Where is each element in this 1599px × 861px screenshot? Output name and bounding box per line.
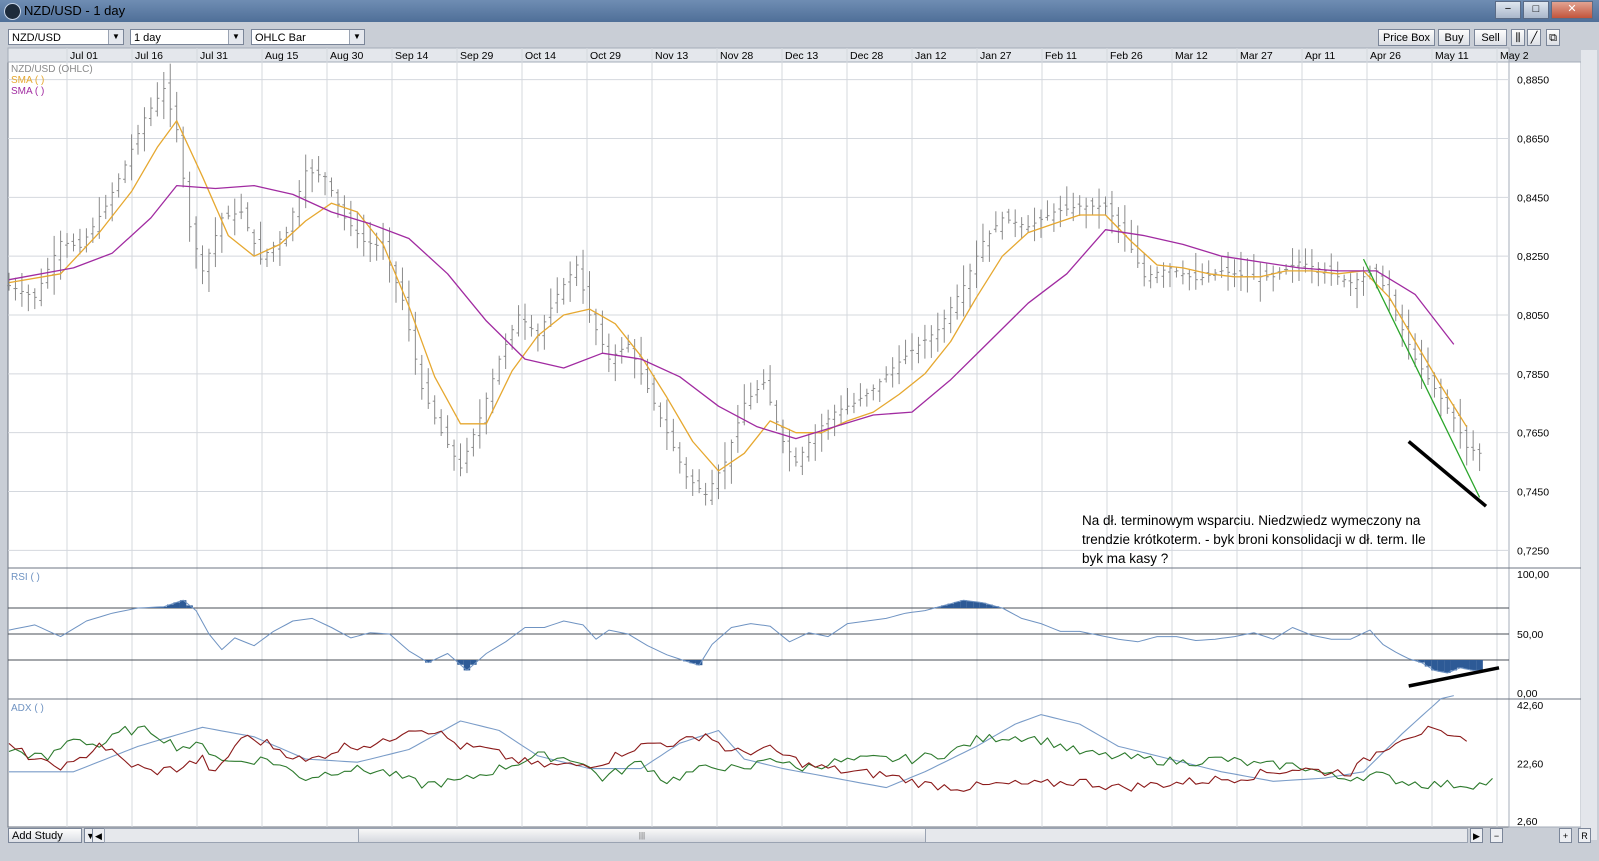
legend-entry: SMA ( )	[11, 75, 44, 86]
horizontal-scroll-thumb[interactable]: |||	[358, 829, 926, 842]
x-tick-label: Jan 12	[915, 50, 947, 62]
x-tick-label: Apr 26	[1370, 50, 1401, 62]
x-tick-label: Oct 14	[525, 50, 556, 62]
chevron-down-icon: ▼	[349, 30, 364, 44]
x-tick-label: Nov 28	[720, 50, 753, 62]
annotation-trendline	[1407, 440, 1488, 508]
y-tick-label: 2,60	[1517, 816, 1538, 828]
x-tick-label: Mar 27	[1240, 50, 1273, 62]
x-tick-label: Feb 11	[1045, 50, 1077, 62]
maximize-button[interactable]: □	[1523, 1, 1549, 19]
chart-area	[7, 47, 1510, 828]
x-tick-label: Dec 28	[850, 50, 883, 62]
scroll-right-icon[interactable]: ▶	[1470, 828, 1483, 843]
minimize-button[interactable]: −	[1495, 1, 1521, 19]
chevron-down-icon: ▼	[108, 30, 123, 44]
window-controls: − □ ✕	[1495, 1, 1593, 19]
annotation-line: Na dł. terminowym wsparciu. Niedzwiedz w…	[1082, 513, 1421, 528]
annotation-text: Na dł. terminowym wsparciu. Niedzwiedz w…	[1082, 511, 1472, 568]
x-tick-label: Oct 29	[590, 50, 621, 62]
annotation-line: byk ma kasy ?	[1082, 551, 1169, 566]
y-tick-label: 50,00	[1517, 629, 1543, 641]
rsi-panel: 100,00 50,00 0,00	[8, 569, 1549, 700]
bar-style-icon[interactable]: ⫼	[1511, 29, 1525, 46]
y-tick-label: 0,8050	[1517, 310, 1549, 322]
x-tick-label: Jul 16	[135, 50, 163, 62]
y-tick-label: 100,00	[1517, 569, 1549, 581]
trendline-green	[1362, 258, 1481, 498]
detach-window-icon[interactable]: ⧉	[1546, 29, 1560, 46]
sell-button[interactable]: Sell	[1474, 29, 1507, 46]
x-tick-label: May 2	[1500, 50, 1529, 62]
x-tick-label: May 11	[1435, 50, 1469, 62]
close-button[interactable]: ✕	[1551, 1, 1593, 19]
bottom-scrollbar-area: Add Study ▼ ◀ ||| ▶ − + R	[0, 827, 1599, 844]
zoom-in-icon[interactable]: +	[1559, 828, 1572, 843]
reset-zoom-button[interactable]: R	[1578, 828, 1591, 843]
x-axis: Jul 01 Jul 16 Jul 31 Aug 15 Aug 30 Sep 14 Sep …	[7, 47, 1529, 63]
adx-panel: 42,60 22,60 2,60	[8, 695, 1543, 828]
symbol-value: NZD/USD	[12, 32, 61, 44]
rsi-legend: RSI ( )	[11, 572, 40, 583]
chart-style-select[interactable]: OHLC Bar ▼	[251, 29, 365, 45]
y-tick-label: 0,7450	[1517, 487, 1549, 499]
y-tick-label: 0,7650	[1517, 428, 1549, 440]
y-tick-label: 0,7250	[1517, 545, 1549, 557]
sma-long-line	[8, 184, 1455, 440]
x-tick-label: Jul 01	[70, 50, 98, 62]
sma-short-line	[8, 120, 1468, 472]
legend-entry: SMA ( )	[11, 86, 44, 97]
legend-entry: NZD/USD (OHLC)	[11, 64, 93, 75]
draw-line-icon[interactable]: ╱	[1527, 29, 1541, 46]
adx-series-adx	[9, 695, 1454, 789]
vertical-scrollbar[interactable]	[1581, 50, 1597, 840]
rsi-line	[8, 599, 1480, 674]
symbol-select[interactable]: NZD/USD ▼	[8, 29, 124, 45]
zoom-out-icon[interactable]: −	[1490, 828, 1503, 843]
interval-value: 1 day	[134, 32, 161, 44]
window-titlebar: NZD/USD - 1 day − □ ✕	[0, 0, 1599, 22]
chevron-down-icon: ▼	[228, 30, 243, 44]
y-tick-label: 0,8250	[1517, 251, 1549, 263]
y-axis-band	[1508, 61, 1582, 828]
chart-toolbar: NZD/USD ▼ 1 day ▼ OHLC Bar ▼ Price Box B…	[0, 27, 1599, 47]
x-tick-label: Jul 31	[200, 50, 228, 62]
horizontal-scroll-track[interactable]: |||	[104, 828, 1468, 843]
x-tick-label: Aug 30	[330, 50, 363, 62]
y-tick-label: 0,8850	[1517, 75, 1549, 87]
adx-legend: ADX ( )	[11, 703, 44, 714]
price-panel: 0,8850 0,8650 0,8450 0,8250 0,8050 0,7850 0,76…	[7, 63, 1549, 557]
adx-series-di	[8, 725, 1468, 792]
y-tick-label: 0,00	[1517, 688, 1538, 700]
add-study-button[interactable]: Add Study	[8, 828, 82, 843]
y-tick-label: 0,7850	[1517, 369, 1549, 381]
x-tick-label: Nov 13	[655, 50, 688, 62]
x-tick-label: Sep 14	[395, 50, 428, 62]
add-study-label: Add Study	[12, 830, 63, 842]
x-tick-label: Jan 27	[980, 50, 1012, 62]
time-axis-band	[7, 47, 1510, 63]
y-tick-label: 0,8650	[1517, 133, 1549, 145]
x-tick-label: Sep 29	[460, 50, 493, 62]
x-tick-label: Dec 13	[785, 50, 818, 62]
grid	[8, 48, 1582, 828]
buy-button[interactable]: Buy	[1438, 29, 1470, 46]
x-tick-label: Apr 11	[1305, 50, 1335, 62]
legends: NZD/USD (OHLC)SMA ( )SMA ( )RSI ( )ADX (…	[11, 64, 93, 714]
y-tick-label: 0,8450	[1517, 192, 1549, 204]
annotation-line: trendzie krótkoterm. - byk broni konsoli…	[1082, 532, 1426, 547]
chart-style-value: OHLC Bar	[255, 32, 306, 44]
adx-series-di	[8, 725, 1493, 790]
x-tick-label: Mar 12	[1175, 50, 1208, 62]
window-title: NZD/USD - 1 day	[24, 3, 126, 18]
rsi-trendline	[1408, 666, 1500, 688]
x-tick-label: Aug 15	[265, 50, 298, 62]
y-tick-label: 22,60	[1517, 759, 1543, 771]
interval-select[interactable]: 1 day ▼	[130, 29, 244, 45]
app-logo-icon	[4, 3, 21, 20]
price-box-button[interactable]: Price Box	[1378, 29, 1435, 46]
x-tick-label: Feb 26	[1110, 50, 1143, 62]
y-tick-label: 42,60	[1517, 700, 1543, 712]
